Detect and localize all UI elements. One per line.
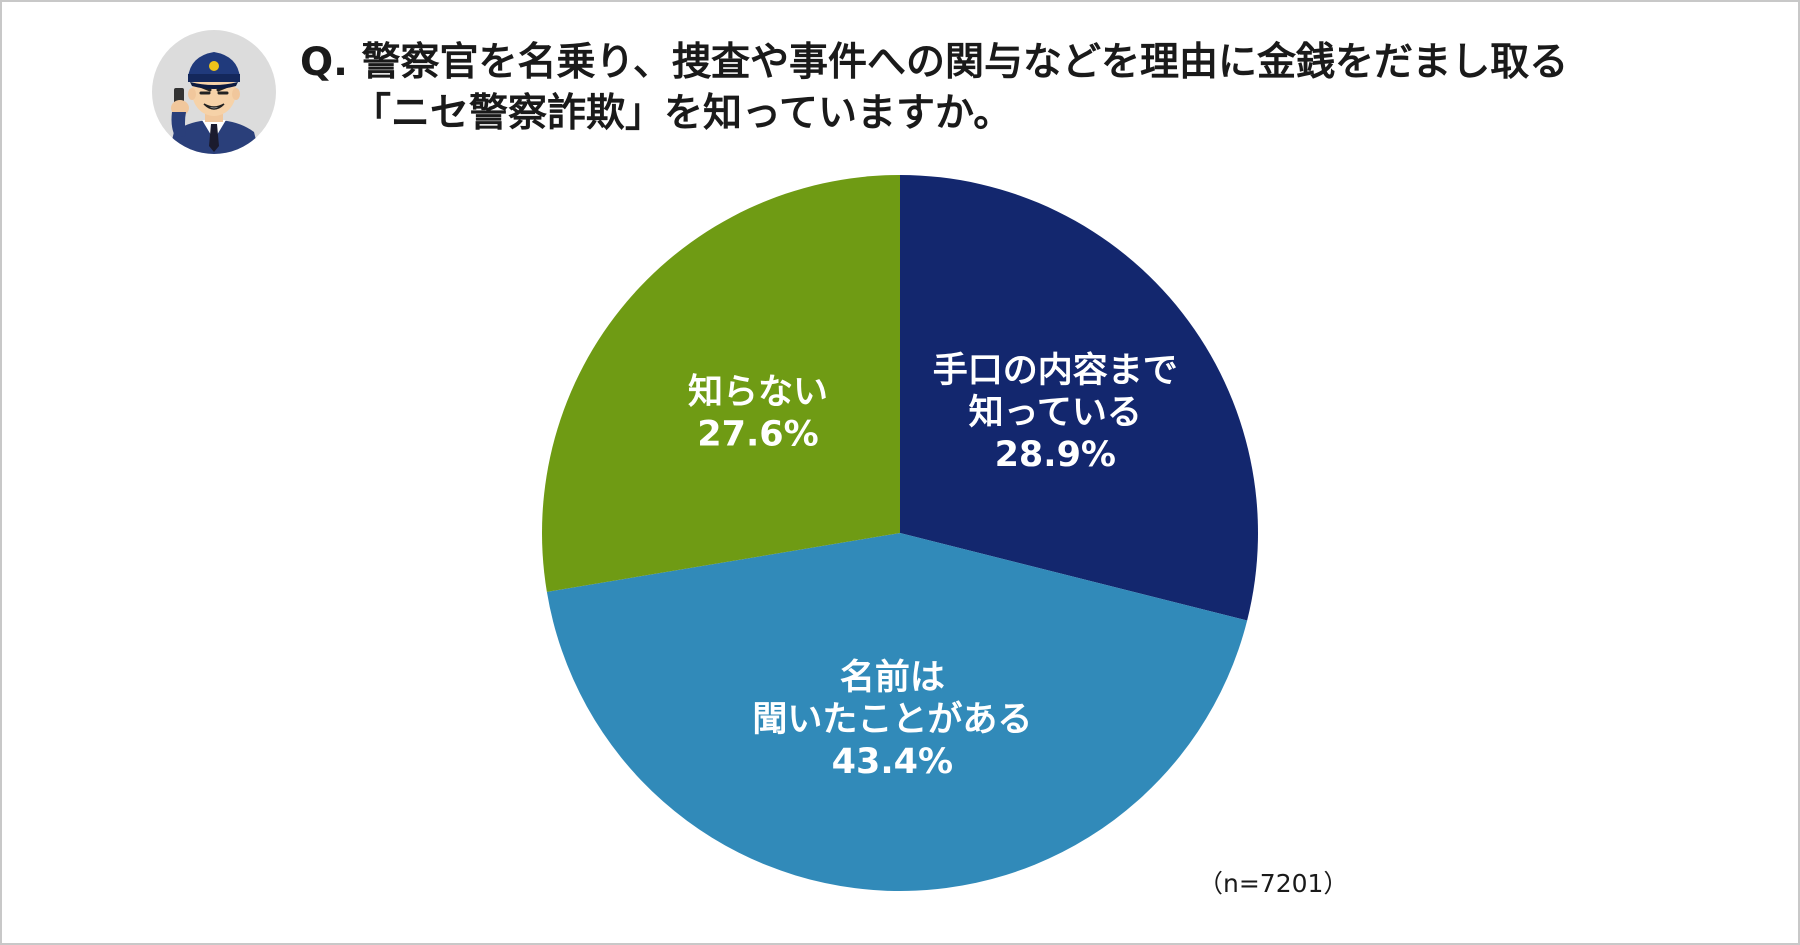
question-line-1: Q. 警察官を名乗り、捜査や事件への関与などを理由に金銭をだまし取る [300,40,1569,85]
pie-slice-2 [546,533,1248,891]
pie-slice-value: 28.9% [995,435,1116,475]
pie-slice-category: 知らない [688,373,828,413]
pie-slice-value: 43.4% [832,742,953,782]
sample-size-note: （n=7201） [1198,869,1349,898]
pie-slice-label-3: 知らない 27.6% [688,373,828,455]
pie-slice-value: 27.6% [697,415,818,455]
question-line-2: 「ニセ警察詐欺」を知っていますか。 [352,90,1013,136]
pie-slice-category: 知っている [969,393,1142,433]
pie-slice-3 [541,175,900,592]
question-title: Q. 警察官を名乗り、捜査や事件への関与などを理由に金銭をだまし取る 「ニセ警察… [300,40,1568,138]
police-officer-icon [152,30,276,154]
pie-slice-category: 聞いたことがある [752,700,1032,740]
pie-slice-label-2: 名前は聞いたことがある 43.4% [752,658,1032,782]
pie-slice-category: 名前は [840,658,945,698]
pie-slice-1 [900,175,1258,621]
pie-slice-category: 手口の内容まで [933,351,1178,391]
pie-slice-label-1: 手口の内容まで知っている 28.9% [933,351,1178,475]
